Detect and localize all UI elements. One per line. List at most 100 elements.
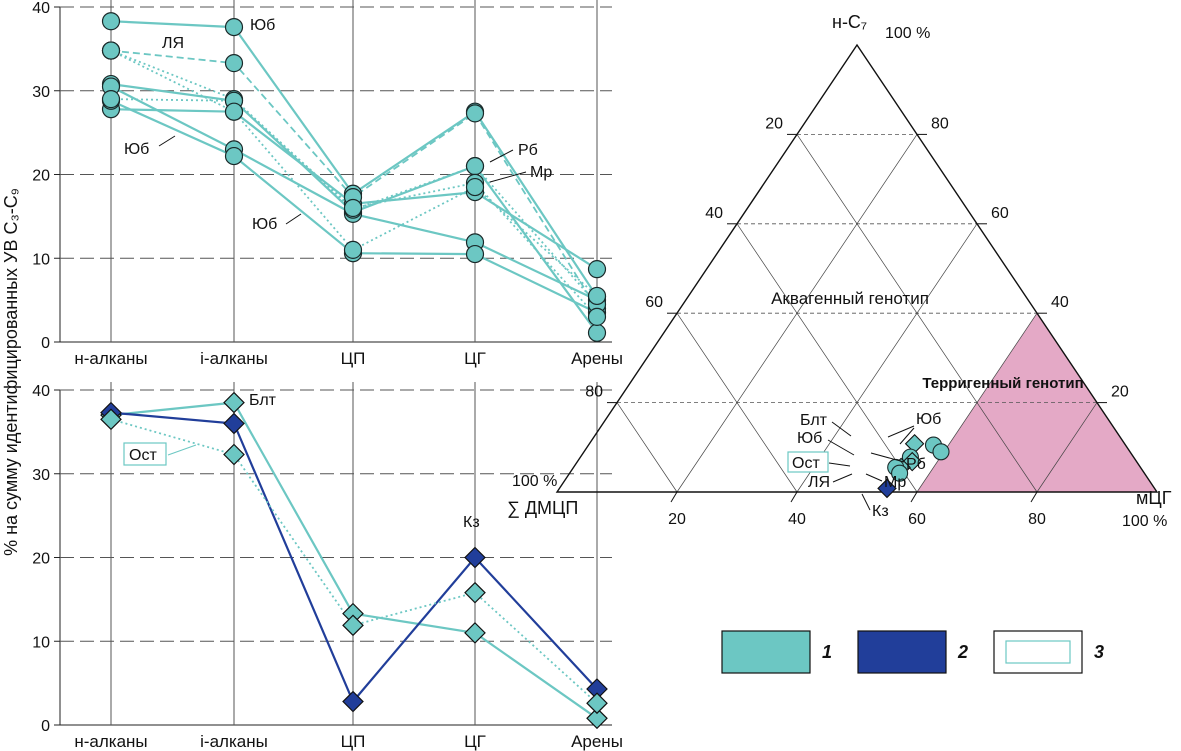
- legend-swatch-1: [721, 630, 811, 674]
- top-arrow-yub-3: [285, 213, 302, 225]
- ternary-arrow-kz: [861, 493, 871, 511]
- ternary-bottom-tick-3: [1030, 491, 1038, 503]
- series-0-point-4: [586, 707, 608, 730]
- bottom-label-ost: Ост: [129, 447, 157, 464]
- y-axis-title: % на сумму идентифицированных УВ С₃-С₉: [1, 188, 21, 556]
- top-arrow-mr: [489, 171, 527, 183]
- series-2-point-2: [342, 614, 364, 637]
- top-label-yub-2: Юб: [124, 141, 149, 158]
- x-tick-label-1: i-алканы: [200, 349, 268, 368]
- y-tick-label-2: 20: [32, 551, 50, 568]
- x-tick-label-3: ЦГ: [464, 349, 486, 368]
- y-tick-label-3: 30: [32, 84, 50, 101]
- top-annotations: ЛЯ Юб Юб Юб Рб Мр: [124, 17, 552, 233]
- series-0-point-1: [223, 391, 245, 414]
- series-8-point-0: [101, 41, 121, 60]
- legend-label-2: 2: [957, 642, 968, 662]
- ternary-bottom-tick-0: [670, 491, 678, 503]
- series-1-point-3: [464, 546, 486, 569]
- ternary-bottom-tick-label-1: 40: [788, 511, 806, 528]
- ternary-left-tick-label-2: 60: [645, 294, 663, 311]
- ternary-label-blt: Блт: [800, 412, 828, 429]
- ternary-region-terrigenous: Терригенный генотип: [922, 375, 1083, 392]
- top-label-yub-3: Юб: [252, 216, 277, 233]
- series-0-point-1: [224, 18, 244, 37]
- ternary-left-pct: 100 %: [512, 473, 557, 490]
- ternary-top-pct: 100 %: [885, 25, 930, 42]
- x-tick-label-2: ЦП: [341, 349, 366, 368]
- series-2-point-4: [587, 260, 607, 279]
- series-1-point-2: [342, 690, 364, 713]
- bottom-label-kz: Кз: [463, 514, 480, 531]
- series-6-point-3: [465, 157, 485, 176]
- legend: 1 2 3: [721, 630, 1104, 674]
- series-7-point-4: [587, 307, 607, 326]
- x-tick-label-2: ЦП: [341, 732, 366, 751]
- ternary-grid-mcg-3: [1036, 402, 1098, 493]
- bottom-label-ost-box: [123, 442, 167, 466]
- ternary-arrow-mr: [865, 473, 883, 482]
- ternary-right-tick-label-2: 40: [1051, 294, 1069, 311]
- x-tick-label-0: н-алканы: [74, 349, 147, 368]
- ternary-grid-dmcp-1: [736, 223, 918, 493]
- ternary-arrow-yub-right-2: [899, 427, 915, 445]
- ternary-right-axis-label: мЦГ: [1136, 488, 1172, 508]
- ternary-grid-dmcp-0: [796, 134, 1038, 493]
- series-4-point-1: [224, 146, 244, 166]
- ternary-label-ost-box: [787, 451, 829, 473]
- y-tick-label-3: 30: [32, 467, 50, 484]
- ternary-top-axis-label: н-С₇: [832, 12, 867, 32]
- ternary-arrow-lya: [832, 473, 853, 483]
- series-0-line: [110, 401, 598, 720]
- top-label-lya: ЛЯ: [162, 35, 184, 52]
- ternary-grid-dmcp-2: [676, 313, 798, 493]
- ternary-grid-mcg-1: [796, 223, 978, 493]
- ternary-frame: [555, 43, 1159, 493]
- y-tick-label-0: 0: [41, 335, 50, 352]
- ternary-arrow-blt: [831, 421, 852, 437]
- ternary-label-lya: ЛЯ: [808, 474, 830, 491]
- series-2-line: [110, 418, 598, 704]
- ternary-left-tick-label-3: 80: [585, 384, 603, 401]
- x-tick-label-0: н-алканы: [74, 732, 147, 751]
- ternary-arrow-yub-left: [827, 439, 855, 456]
- x-tick-label-4: Арены: [571, 732, 623, 751]
- series-1-point-4: [587, 323, 607, 342]
- series-2-point-1: [223, 443, 245, 466]
- ternary-arrow-rb: [870, 452, 905, 463]
- top-arrow-rb: [489, 149, 514, 163]
- series-6-line: [110, 49, 598, 305]
- ternary-bottom-tick-label-0: 20: [668, 511, 686, 528]
- ternary-left-axis-label: ∑ ДМЦП: [507, 498, 578, 518]
- series-2-point-0: [100, 408, 122, 431]
- series-1-point-1: [223, 412, 245, 435]
- bottom-arrow-ost: [167, 444, 197, 456]
- series-8-point-4: [587, 286, 607, 306]
- x-tick-label-4: Арены: [571, 349, 623, 368]
- series-2-point-4: [586, 692, 608, 715]
- y-tick-label-0: 0: [41, 718, 50, 735]
- ternary-region-aquagenic: Аквагенный генотип: [771, 289, 929, 308]
- ternary-label-mr: Мр: [884, 474, 906, 491]
- ternary-bottom-tick-label-2: 60: [908, 511, 926, 528]
- series-8-point-3: [465, 177, 485, 197]
- bottom-line-chart: 0 10 20 30 40 н-алканы i-алканы ЦП ЦГ Арены: [32, 382, 623, 751]
- legend-label-1: 1: [822, 642, 832, 662]
- ternary-left-tick-label-0: 20: [765, 115, 783, 132]
- series-8-point-1: [224, 102, 244, 121]
- legend-swatch-2: [857, 630, 947, 674]
- ternary-right-tick-label-1: 60: [991, 205, 1009, 222]
- ternary-bottom-tick-label-3: 80: [1028, 511, 1046, 528]
- y-tick-label-1: 10: [32, 251, 50, 268]
- series-8-line: [110, 49, 598, 297]
- ternary-arrow-yub-right-1: [887, 425, 915, 438]
- y-tick-label-4: 40: [32, 383, 50, 400]
- ternary-right-tick-label-3: 20: [1111, 384, 1129, 401]
- ternary-right-tick-label-0: 80: [931, 115, 949, 132]
- series-0-point-3: [464, 622, 486, 644]
- series-5-point-1: [224, 54, 244, 73]
- ternary-arrow-ost: [828, 462, 851, 467]
- ternary-grid-dmcp-3: [616, 402, 678, 493]
- ternary-label-yub-right: Юб: [916, 411, 941, 428]
- ternary-point-8: [877, 478, 897, 499]
